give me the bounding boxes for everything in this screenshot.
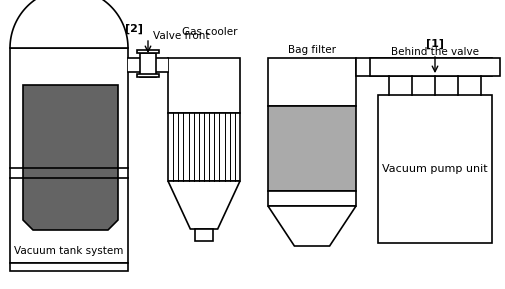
Polygon shape — [23, 85, 118, 230]
Text: Vacuum tank system: Vacuum tank system — [14, 246, 124, 256]
Bar — [370, 58, 500, 76]
Polygon shape — [268, 206, 356, 246]
Bar — [268, 191, 356, 206]
Polygon shape — [168, 181, 240, 229]
Bar — [168, 58, 240, 113]
Polygon shape — [10, 0, 128, 48]
Text: Valve front: Valve front — [153, 31, 210, 41]
Bar — [168, 113, 240, 181]
Text: Vacuum pump unit: Vacuum pump unit — [382, 164, 488, 174]
Bar — [10, 263, 128, 271]
Bar — [137, 74, 159, 77]
Text: Gas cooler: Gas cooler — [182, 27, 238, 37]
Bar — [268, 106, 356, 191]
Bar — [10, 48, 128, 263]
Bar — [137, 50, 159, 53]
Bar — [195, 229, 213, 241]
Bar — [356, 58, 492, 76]
Bar — [128, 58, 168, 72]
Text: Behind the valve: Behind the valve — [391, 47, 479, 57]
Bar — [140, 53, 156, 77]
Text: [1]: [1] — [426, 39, 444, 49]
Bar — [378, 95, 492, 243]
Bar — [268, 58, 356, 106]
Text: Bag filter: Bag filter — [288, 45, 336, 55]
Text: [2]: [2] — [125, 24, 143, 34]
